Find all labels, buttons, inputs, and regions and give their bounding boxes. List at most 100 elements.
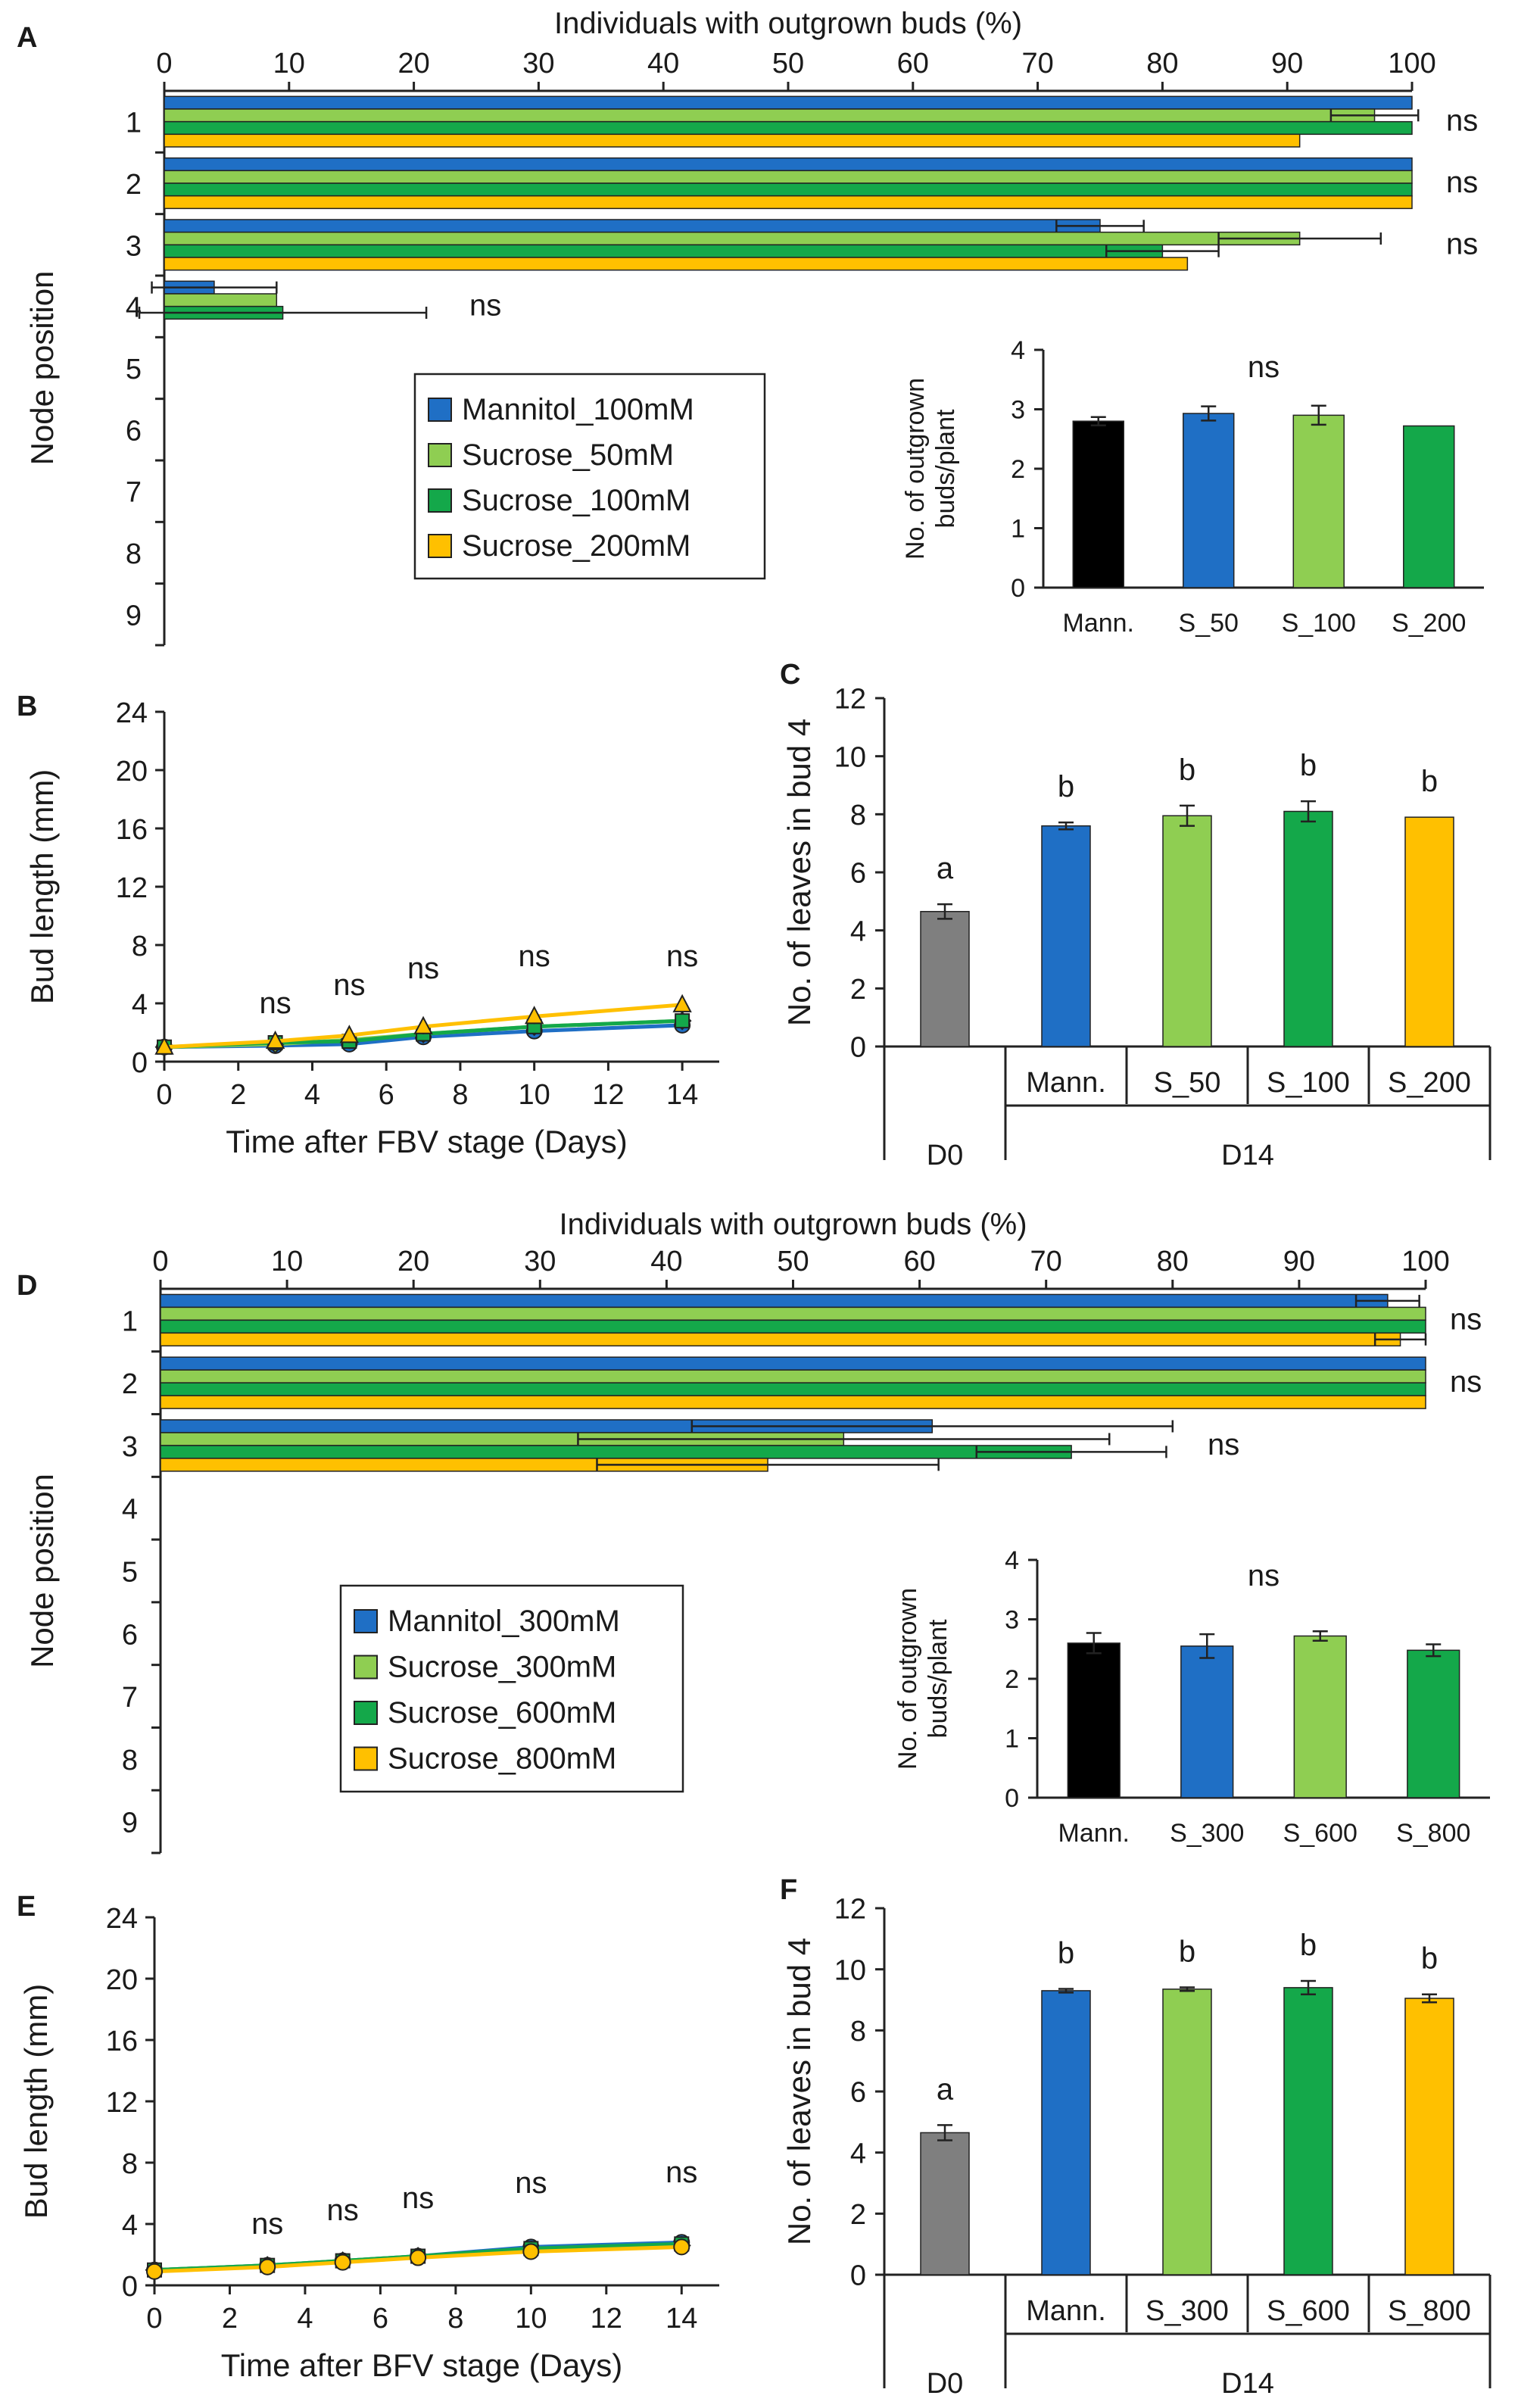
- node-label: 1: [122, 1305, 138, 1337]
- legend-label: Sucrose_50mM: [462, 438, 674, 472]
- y-tick-label: 0: [1011, 574, 1025, 603]
- bar-sucrose_600mm-node-1: [160, 1319, 1426, 1334]
- bar-mann: [1072, 420, 1124, 588]
- y-tick-label: 2: [1005, 1665, 1019, 1694]
- x-tick-label: 6: [372, 2303, 388, 2335]
- bar-s_800: [1404, 1998, 1454, 2275]
- bar-sucrose_300mm-node-1: [160, 1306, 1426, 1321]
- node-label: 2: [126, 169, 142, 201]
- data-point: [525, 1006, 544, 1025]
- bar-sucrose_600mm-node-3: [160, 1445, 1072, 1459]
- bar-sucrose_600mm-node-2: [160, 1382, 1426, 1396]
- data-point: [413, 1015, 433, 1034]
- bar-s_600: [1283, 1987, 1333, 2275]
- node-label: 6: [126, 415, 142, 447]
- y-axis-title: No. of leaves in bud 4: [781, 719, 817, 1026]
- legend-swatch-mannitol_300mm: [354, 1609, 378, 1633]
- significance-label: ns: [1446, 166, 1478, 199]
- y-axis-title: Node position: [24, 271, 60, 466]
- legend-swatch-sucrose_100mm: [428, 488, 452, 513]
- significance-label: ns: [1248, 351, 1280, 384]
- bar-sucrose_50mm-node-4: [164, 293, 278, 307]
- data-point: [265, 1030, 285, 1050]
- bar-sucrose_100mm-node-1: [164, 120, 1413, 136]
- bar-mannitol_300mm-node-2: [160, 1356, 1426, 1371]
- bar-mann: [1067, 1642, 1121, 1798]
- x-category-label: S_100: [1267, 1067, 1350, 1099]
- x-axis-title: Individuals with outgrown buds (%): [559, 1208, 1027, 1241]
- bar-mannitol_300mm-node-1: [160, 1293, 1389, 1308]
- node-label: 3: [126, 230, 142, 262]
- y-tick-label: 4: [132, 989, 148, 1021]
- x-axis-title: Time after BFV stage (Days): [221, 2347, 623, 2383]
- x-tick-label: 0: [156, 48, 172, 80]
- x-category-label: Mann.: [1026, 2295, 1106, 2327]
- bar-s_800: [1407, 1649, 1460, 1798]
- y-tick-label: 0: [850, 1032, 866, 1064]
- x-tick-label: 4: [304, 1079, 320, 1111]
- bar-sucrose_50mm-node-1: [164, 108, 1376, 123]
- data-point: [672, 993, 692, 1012]
- bar-sucrose_200mm-node-2: [164, 195, 1413, 210]
- x-category-label: S_800: [1396, 1819, 1470, 1848]
- y-tick-label: 24: [106, 1903, 138, 1935]
- group-label-d14: D14: [1221, 2368, 1274, 2400]
- y-tick-label: 20: [116, 756, 148, 788]
- x-category-label: S_800: [1388, 2295, 1471, 2327]
- bar-s_300: [1180, 1645, 1234, 1798]
- x-category-label: D0: [927, 2368, 964, 2400]
- y-tick-label: 8: [132, 931, 148, 962]
- x-tick-label: 12: [592, 1079, 624, 1111]
- bar-s_100: [1292, 414, 1345, 588]
- y-axis-title-line1: No. of outgrown: [893, 1588, 922, 1770]
- significance-label: ns: [1248, 1559, 1280, 1592]
- panel-label-a: A: [17, 22, 37, 54]
- significance-label: ns: [1450, 1302, 1482, 1336]
- panel-label-b: B: [17, 691, 37, 722]
- y-tick-label: 2: [1011, 455, 1025, 484]
- node-label: 7: [122, 1682, 138, 1714]
- panel-label-f: F: [780, 1874, 797, 1906]
- legend-box: [339, 1584, 684, 1793]
- x-tick-label: 6: [379, 1079, 394, 1111]
- y-tick-label: 6: [850, 858, 866, 890]
- y-tick-label: 10: [834, 741, 866, 773]
- significance-letter: b: [1300, 749, 1317, 782]
- bar-sucrose_100mm-node-2: [164, 182, 1413, 197]
- x-tick-label: 14: [666, 1079, 698, 1111]
- legend-label: Sucrose_600mM: [388, 1696, 616, 1730]
- node-label: 9: [126, 600, 142, 632]
- y-tick-label: 12: [834, 684, 866, 716]
- bar-sucrose_50mm-node-3: [164, 231, 1301, 246]
- x-tick-label: 80: [1157, 1246, 1189, 1277]
- legend-box: [413, 373, 766, 580]
- y-tick-label: 24: [116, 697, 148, 729]
- x-tick-label: 80: [1146, 48, 1178, 80]
- y-tick-label: 4: [122, 2210, 138, 2241]
- bar-s_600: [1293, 1635, 1347, 1798]
- x-tick-label: 60: [903, 1246, 935, 1277]
- significance-label: ns: [1208, 1428, 1239, 1461]
- y-axis-title: Bud length (mm): [18, 1984, 54, 2219]
- significance-label: ns: [1446, 227, 1478, 260]
- legend-label: Mannitol_100mM: [462, 393, 694, 426]
- x-category-label: S_600: [1283, 1819, 1357, 1848]
- node-label: 1: [126, 108, 142, 139]
- series-line-sucrose_200mm: [164, 1003, 683, 1050]
- significance-label: ns: [469, 289, 501, 323]
- legend-swatch-sucrose_200mm: [428, 534, 452, 558]
- x-tick-label: 40: [650, 1246, 682, 1277]
- x-axis-title: Individuals with outgrown buds (%): [554, 7, 1022, 40]
- x-tick-label: 90: [1271, 48, 1303, 80]
- x-tick-label: 50: [772, 48, 804, 80]
- bar-d0: [920, 911, 970, 1047]
- y-tick-label: 2: [850, 2199, 866, 2231]
- significance-label: ns: [251, 2207, 283, 2241]
- y-axis-title-line2: buds/plant: [931, 409, 960, 528]
- x-tick-label: 20: [397, 1246, 429, 1277]
- significance-label: ns: [402, 2182, 434, 2215]
- bar-sucrose_300mm-node-2: [160, 1369, 1426, 1383]
- x-tick-label: 14: [665, 2303, 697, 2335]
- x-category-label: S_50: [1154, 1067, 1221, 1099]
- legend-swatch-sucrose_300mm: [354, 1655, 378, 1680]
